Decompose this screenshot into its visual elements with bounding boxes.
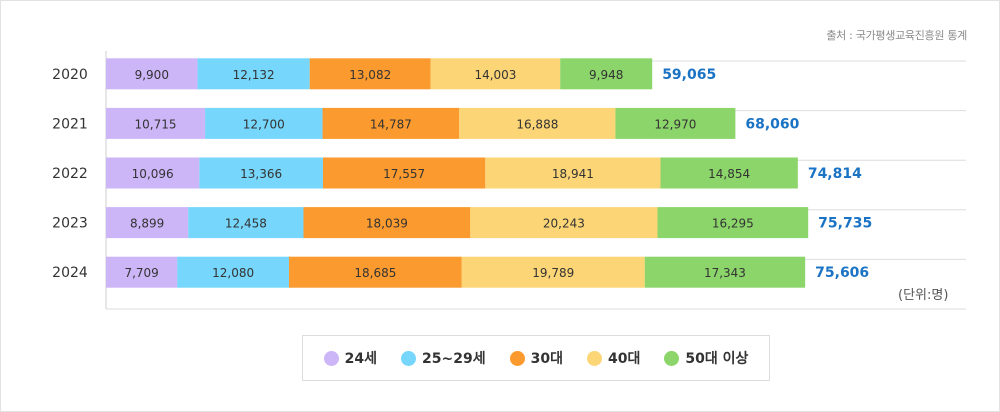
segment-value-label: 9,900	[135, 68, 169, 82]
segment-value-label: 18,685	[354, 266, 396, 280]
total-value-label: 68,060	[745, 116, 799, 132]
bar-segment	[644, 256, 806, 288]
segment-value-label: 12,132	[233, 68, 275, 82]
bar-segment	[461, 256, 645, 288]
year-tick-label: 2023	[52, 216, 88, 232]
segment-value-label: 18,941	[552, 167, 594, 181]
bar-segment	[660, 157, 798, 189]
legend-item-30s: 30대	[509, 348, 563, 368]
legend-item-50plus: 50대 이상	[664, 348, 748, 368]
bar-segment	[106, 157, 200, 189]
bar-segment	[309, 58, 431, 90]
segment-value-label: 19,789	[532, 266, 574, 280]
legend-label-30s: 30대	[530, 351, 563, 367]
source-note: 출처 : 국가평생교육진흥원 통계	[826, 29, 967, 42]
year-tick-label: 2020	[52, 67, 88, 83]
total-value-label: 59,065	[662, 67, 716, 83]
bar-segment	[322, 157, 486, 189]
bar-segment	[485, 157, 661, 189]
bar-segment	[106, 256, 178, 288]
segment-value-label: 14,003	[474, 68, 516, 82]
bar-segment	[199, 157, 323, 189]
segment-value-label: 17,343	[704, 266, 746, 280]
bar-segment	[106, 58, 198, 90]
legend-swatch-40s	[586, 350, 602, 366]
bar-segment	[560, 58, 653, 90]
segment-value-label: 12,970	[654, 117, 696, 131]
bar-segment	[188, 207, 304, 239]
bar-segment	[106, 207, 189, 239]
bar-segment	[615, 107, 736, 139]
unit-note: (단위:명)	[898, 288, 949, 303]
legend-swatch-25-29	[401, 350, 417, 366]
segment-value-label: 20,243	[543, 217, 585, 231]
segment-value-label: 18,039	[366, 217, 408, 231]
year-tick-label: 2022	[52, 166, 88, 182]
segment-value-label: 8,899	[130, 217, 164, 231]
legend: 24세 25~29세 30대 40대 50대 이상	[302, 335, 770, 381]
legend-label-40s: 40대	[607, 351, 641, 367]
bar-segment	[322, 107, 460, 139]
segment-value-label: 10,715	[135, 117, 177, 131]
legend-swatch-30s	[509, 350, 525, 366]
bar-segment	[470, 207, 658, 239]
segment-value-label: 14,787	[370, 117, 412, 131]
legend-item-24: 24세	[323, 348, 378, 368]
legend-label-24: 24세	[344, 351, 378, 367]
legend-swatch-50plus	[664, 350, 680, 366]
legend-item-40s: 40대	[586, 348, 641, 368]
stacked-bar-chart: 2020 9,900 12,132 13,082 14,003 9,948 59,065 20…	[52, 51, 966, 310]
segment-value-label: 12,700	[243, 117, 285, 131]
bar-segment	[459, 107, 616, 139]
bar-segment	[657, 207, 809, 239]
segment-value-label: 16,888	[516, 117, 558, 131]
segment-value-label: 12,080	[212, 266, 254, 280]
legend-item-25-29: 25~29세	[401, 348, 486, 368]
segment-value-label: 12,458	[225, 217, 267, 231]
segment-value-label: 13,366	[240, 167, 282, 181]
segment-value-label: 17,557	[383, 167, 425, 181]
bar-segment	[177, 256, 289, 288]
segment-value-label: 16,295	[712, 217, 754, 231]
legend-swatch-24	[323, 350, 339, 366]
total-value-label: 74,814	[808, 166, 862, 182]
total-value-label: 75,606	[815, 265, 869, 281]
bar-segment	[288, 256, 462, 288]
total-value-label: 75,735	[818, 216, 872, 232]
segment-value-label: 7,709	[124, 266, 158, 280]
segment-value-label: 10,096	[132, 167, 174, 181]
bar-segment	[430, 58, 561, 90]
year-tick-label: 2024	[52, 265, 88, 281]
bar-segment	[303, 207, 471, 239]
bar-segment	[106, 107, 206, 139]
bar-segment	[205, 107, 323, 139]
segment-value-label: 9,948	[589, 68, 623, 82]
year-tick-label: 2021	[52, 116, 88, 132]
segment-value-label: 14,854	[708, 167, 750, 181]
bar-segment	[197, 58, 310, 90]
legend-label-50plus: 50대 이상	[685, 351, 749, 367]
segment-value-label: 13,082	[349, 68, 391, 82]
legend-label-25-29: 25~29세	[422, 351, 486, 367]
